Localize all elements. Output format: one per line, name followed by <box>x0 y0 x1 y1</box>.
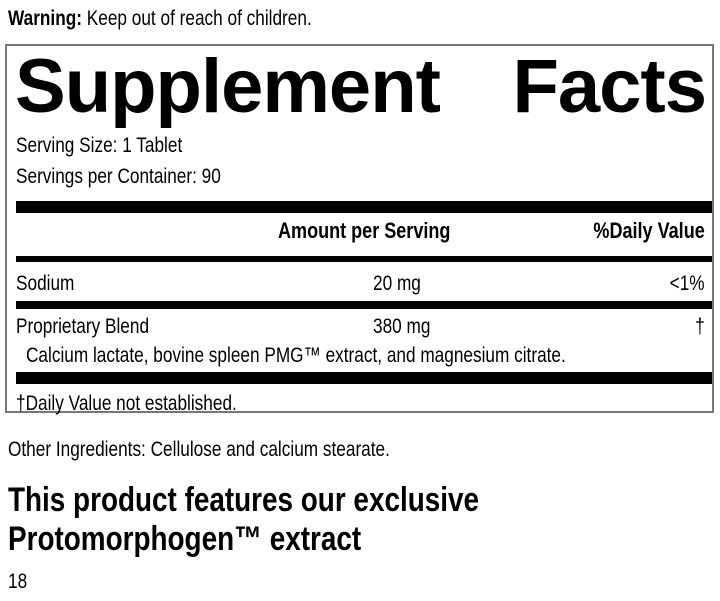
blend-detail: Calcium lactate, bovine spleen PMG™ extr… <box>26 344 566 367</box>
feature-heading-line-1: This product features our exclusive <box>8 481 480 519</box>
divider-medium <box>16 256 712 262</box>
warning-text: Keep out of reach of children. <box>81 7 312 30</box>
page-number: 18 <box>8 570 28 593</box>
divider <box>16 301 712 309</box>
warning-label: Warning: <box>8 7 82 30</box>
servings-per-container: Servings per Container: 90 <box>16 165 221 188</box>
divider-thick <box>16 201 712 213</box>
nutrient-name: Sodium <box>16 272 75 295</box>
nutrient-amount: 380 mg <box>373 315 431 338</box>
footnote: †Daily Value not established. <box>16 392 237 415</box>
other-ingredients: Other Ingredients: Cellulose and calcium… <box>8 438 390 461</box>
feature-heading-line-2: Protomorphogen™ extract <box>8 520 362 558</box>
facts-title-right: Facts <box>512 44 707 129</box>
serving-size: Serving Size: 1 Tablet <box>16 134 183 157</box>
divider-thick <box>16 372 712 384</box>
supplement-facts-panel <box>5 44 714 413</box>
nutrient-amount: 20 mg <box>373 272 421 295</box>
facts-title-left: Supplement <box>15 44 441 129</box>
warning: Warning: Keep out of reach of children. <box>8 8 378 29</box>
nutrient-dv: <1% <box>670 272 705 295</box>
nutrient-dv: † <box>695 315 705 338</box>
nutrient-name: Proprietary Blend <box>16 315 150 338</box>
header-amount: Amount per Serving <box>278 218 451 243</box>
header-daily-value: %Daily Value <box>593 218 705 243</box>
